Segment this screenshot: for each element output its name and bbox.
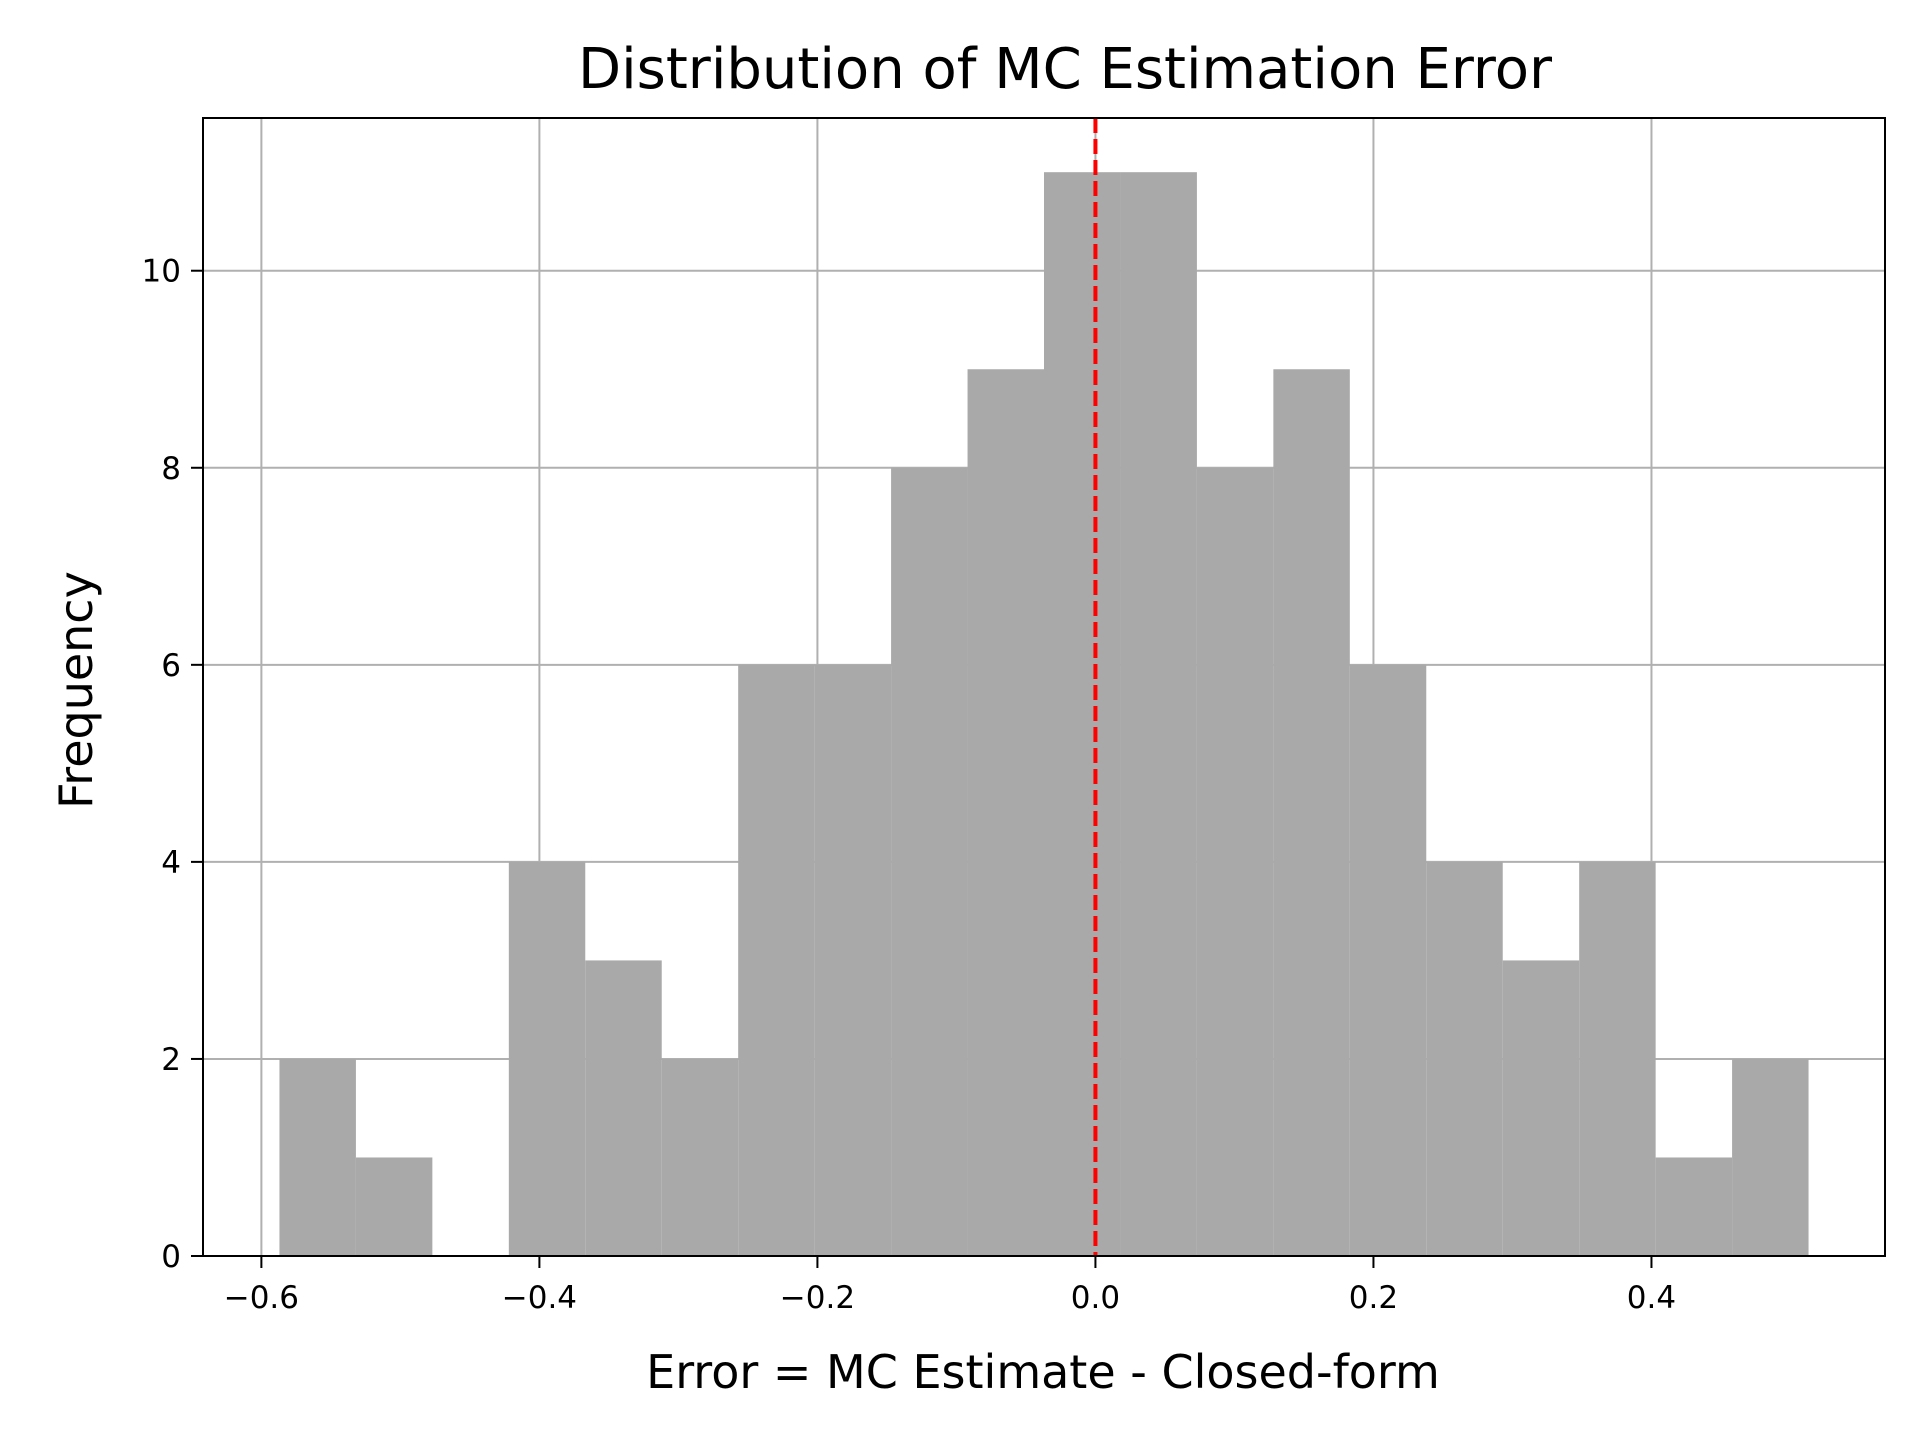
x-tick-label-0: −0.6 [224,1280,299,1316]
histogram-bar-11 [1120,172,1197,1257]
y-tick-label-0: 0 [161,1239,181,1275]
x-tick-label-2: −0.2 [780,1280,855,1316]
y-tick-label-5: 10 [142,254,181,290]
histogram-bar-8 [891,467,968,1256]
x-tick-label-3: 0.0 [1071,1280,1120,1316]
histogram-bar-3 [508,861,586,1256]
histogram-bar-18 [1655,1157,1733,1256]
x-axis-label: Error = MC Estimate - Closed-form [646,1345,1440,1399]
histogram-bar-9 [967,369,1044,1256]
histogram-bar-4 [585,960,662,1256]
histogram-bar-16 [1502,960,1580,1256]
histogram-bar-5 [661,1058,739,1256]
x-axis-ticks: −0.6 −0.4 −0.2 0.0 0.2 0.4 [224,1256,1676,1316]
histogram-bar-14 [1349,664,1427,1256]
histogram-bar-1 [355,1157,433,1256]
histogram-bar-7 [814,664,892,1256]
chart-title: Distribution of MC Estimation Error [578,37,1553,102]
x-tick-label-5: 0.4 [1627,1280,1676,1316]
y-axis-label: Frequency [49,571,103,809]
histogram-bar-10 [1044,172,1121,1257]
x-tick-label-1: −0.4 [502,1280,577,1316]
histogram-bar-12 [1196,467,1274,1256]
plot-frame [202,117,1886,1257]
histogram-bar-13 [1273,369,1350,1256]
y-axis-ticks: 0 2 4 6 8 10 [142,254,203,1275]
histogram-bar-17 [1579,861,1656,1256]
y-tick-label-1: 2 [161,1042,181,1078]
x-tick-label-4: 0.2 [1349,1280,1398,1316]
y-tick-label-3: 6 [161,648,181,684]
histogram-bar-19 [1732,1058,1809,1256]
histogram-bar-0 [279,1058,356,1256]
histogram-bar-15 [1426,861,1503,1256]
histogram-bars [279,172,1809,1257]
histogram-bar-6 [738,664,815,1256]
y-tick-label-4: 8 [161,451,181,487]
y-tick-label-2: 4 [161,845,181,881]
